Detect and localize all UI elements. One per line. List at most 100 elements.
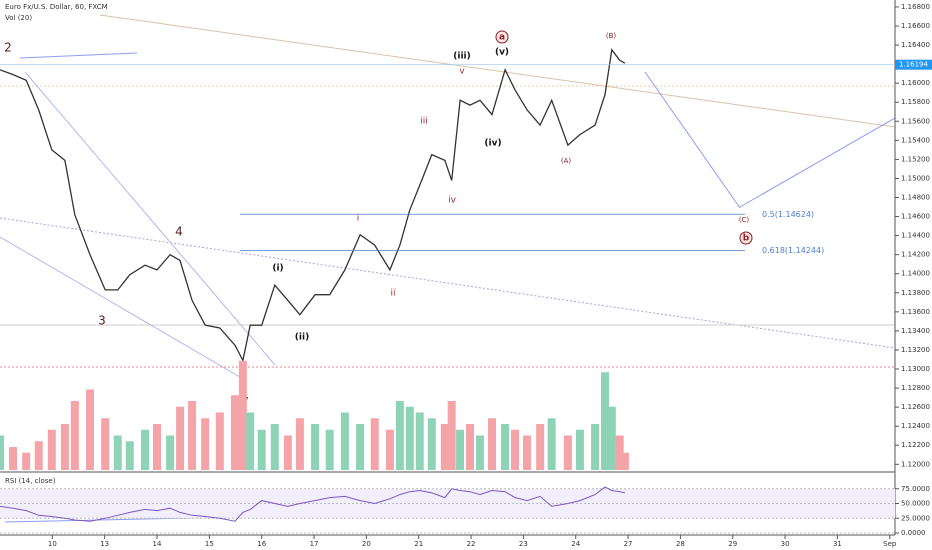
y-tick-label: 1.15000 [901, 174, 930, 182]
volume-title: Vol (20) [5, 14, 32, 22]
x-tick-label: 13 [100, 540, 109, 548]
projection-arrow [739, 117, 896, 208]
y-tick-label: 1.16600 [901, 22, 930, 30]
volume-bar [0, 435, 4, 470]
y-tick-label: 1.12000 [901, 460, 930, 468]
x-tick-label: 15 [205, 540, 214, 548]
volume-bar [34, 441, 43, 470]
volume-bar [547, 418, 556, 470]
wave-label: (B) [606, 32, 617, 40]
volume-bar [257, 429, 266, 470]
wave-label: ii [390, 289, 395, 299]
volume-bar [615, 435, 624, 470]
x-tick-label: 28 [676, 540, 685, 548]
y-tick-label: 1.14400 [901, 232, 930, 240]
volume-bar [385, 429, 394, 470]
volume-bar [356, 424, 365, 470]
volume-bar [575, 429, 584, 470]
x-tick-label: 24 [571, 540, 580, 548]
price-line [0, 48, 626, 363]
wave-label: (i) [272, 264, 283, 274]
y-tick-label: 1.12800 [901, 384, 930, 392]
volume-bar [601, 372, 610, 470]
fib-label: 0.618(1.14244) [762, 246, 824, 255]
y-tick-label: 1.13600 [901, 308, 930, 316]
volume-bar [456, 429, 465, 470]
volume-bar [113, 435, 122, 470]
y-tick-label: 1.13400 [901, 327, 930, 335]
volume-bar [620, 452, 629, 470]
volume-bar [475, 435, 484, 470]
y-tick-label: 1.14000 [901, 270, 930, 278]
y-tick-label: 25.0000 [901, 514, 930, 522]
volume-bar [325, 429, 334, 470]
volume-bar [166, 435, 175, 470]
y-tick-label: 1.14800 [901, 194, 930, 202]
volume-bar [447, 401, 456, 470]
fib-label: 0.5(1.14624) [762, 210, 814, 219]
x-tick-label: 31 [833, 540, 842, 548]
x-tick-label: 20 [362, 540, 371, 548]
volume-bar [427, 418, 436, 470]
volume-bar [22, 452, 31, 470]
y-tick-label: 1.16800 [901, 3, 930, 11]
x-tick-label: 14 [153, 540, 162, 548]
trendline [0, 217, 896, 349]
current-price-box [895, 59, 932, 70]
annotation-circle [739, 231, 753, 245]
y-tick-label: 1.13200 [901, 346, 930, 354]
volume-bar [395, 401, 404, 470]
y-tick-label: 1.12200 [901, 441, 930, 449]
wave-label: 4 [175, 225, 183, 239]
x-tick-label: 10 [48, 540, 57, 548]
projection-arrow [644, 71, 741, 209]
volume-bar [86, 389, 95, 470]
volume-bar [370, 418, 379, 470]
volume-bar [70, 401, 79, 470]
volume-bar [283, 435, 292, 470]
y-tick-label: 75.0000 [901, 485, 930, 493]
y-tick-label: 1.16400 [901, 41, 930, 49]
volume-bar [246, 412, 255, 470]
y-tick-label: 1.14600 [901, 213, 930, 221]
volume-bar [511, 429, 520, 470]
volume-bar [405, 406, 414, 470]
y-tick-label: 1.13800 [901, 289, 930, 297]
volume-bar [536, 424, 545, 470]
volume-bar [153, 424, 162, 470]
x-tick-label: 21 [414, 540, 423, 548]
wave-label: (A) [561, 157, 572, 165]
symbol-title: Euro Fx/U.S. Dollar, 60, FXCM [5, 3, 108, 11]
trendline [19, 52, 138, 59]
volume-bar [501, 424, 510, 470]
volume-bar [60, 424, 69, 470]
volume-bar [125, 441, 134, 470]
volume-bar [215, 412, 224, 470]
y-tick-label: 0.0000 [901, 529, 926, 537]
wave-label: (ii) [295, 333, 309, 343]
volume-bar [201, 418, 210, 470]
wave-label: 3 [98, 314, 106, 328]
wave-label: i [357, 214, 360, 224]
x-tick-label: 23 [519, 540, 528, 548]
volume-bar [270, 424, 279, 470]
y-tick-label: 1.15600 [901, 117, 930, 125]
rsi-title: RSI (14, close) [5, 477, 56, 485]
volume-bar [47, 429, 56, 470]
y-tick-label: 1.12400 [901, 422, 930, 430]
x-tick-label: 22 [467, 540, 476, 548]
x-tick-label: 29 [728, 540, 737, 548]
volume-bar [563, 435, 572, 470]
volume-bar [415, 412, 424, 470]
wave-label: iii [420, 117, 428, 127]
x-tick-label: 17 [310, 540, 319, 548]
y-tick-label: 1.13000 [901, 365, 930, 373]
volume-bar [466, 424, 475, 470]
wave-label: b [743, 234, 750, 244]
drawings [0, 14, 896, 523]
wave-label: (iii) [453, 52, 470, 62]
volume-bar [295, 418, 304, 470]
